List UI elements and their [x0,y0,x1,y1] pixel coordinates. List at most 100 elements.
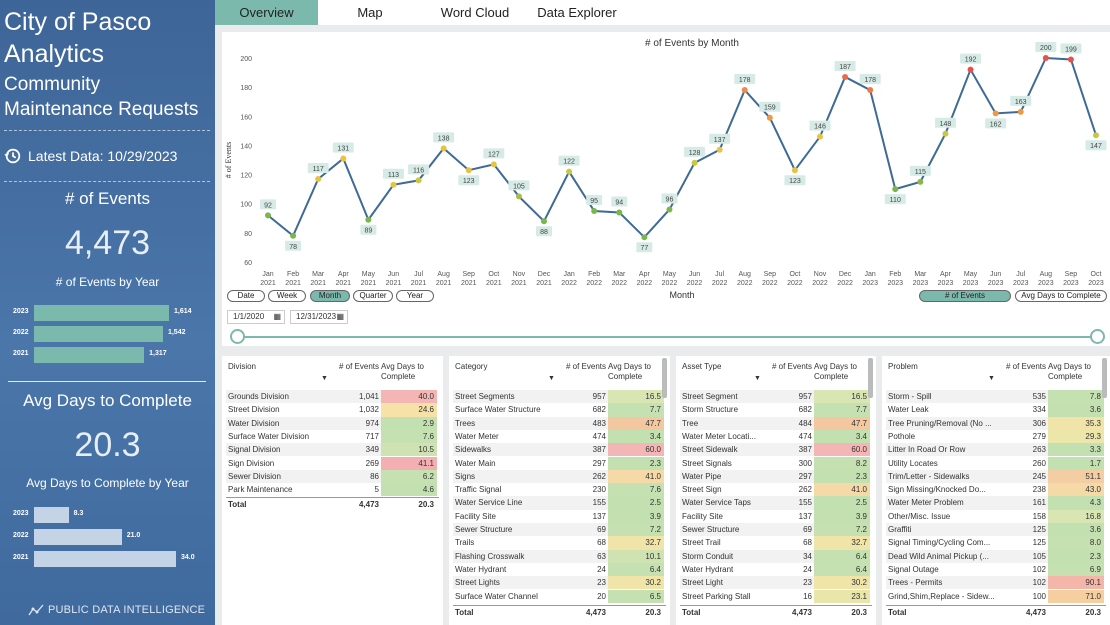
data-point[interactable] [340,155,347,162]
data-point[interactable] [365,216,372,223]
table-row[interactable]: Grind,Shim,Replace - Sidew... 100 [886,590,1048,603]
table-row[interactable]: Street Division 1,032 [226,403,381,416]
data-point[interactable] [390,181,397,188]
data-point[interactable] [867,87,874,94]
table-row[interactable]: Water Service Taps 155 [680,496,814,510]
avg-days-year-row[interactable]: 2022 21.0 [0,529,215,545]
data-point[interactable] [992,110,999,117]
data-point[interactable] [591,208,598,214]
data-point[interactable] [1093,132,1099,139]
column-header-events[interactable]: # of Events [1005,362,1046,371]
data-point[interactable] [917,178,924,185]
data-point[interactable] [465,167,472,174]
granularity-date-button[interactable]: Date [227,290,265,302]
avg-days-year-bar[interactable] [34,551,176,567]
sort-desc-icon[interactable]: ▼ [754,375,761,382]
data-point[interactable] [415,177,422,184]
avg-days-year-row[interactable]: 2021 34.0 [0,551,215,567]
data-point[interactable] [691,159,698,166]
data-point[interactable] [942,130,949,137]
data-point[interactable] [666,206,673,213]
events-year-bar[interactable] [34,347,145,363]
data-point[interactable] [315,175,322,182]
table-row[interactable]: Grounds Division 1,041 [226,390,381,404]
table-row[interactable]: Sewer Structure 69 [453,523,608,537]
table-row[interactable]: Sewer Structure 69 [680,523,814,537]
table-row[interactable]: Water Meter Problem 161 [886,496,1048,510]
table-row[interactable]: Sidewalks 387 [453,443,608,457]
table-row[interactable]: Utility Locates 260 [886,457,1048,470]
data-point[interactable] [716,146,723,153]
table-row[interactable]: Tree 484 [680,416,814,430]
table-row[interactable]: Surface Water Channel 20 [453,590,608,603]
data-point[interactable] [440,145,447,152]
table-row[interactable]: Storm - Spill 535 [886,390,1048,404]
table-row[interactable]: Dead Wild Animal Pickup (... 105 [886,549,1048,563]
table-row[interactable]: Water Pipe 297 [680,469,814,484]
table-row[interactable]: Water Hydrant 24 [680,563,814,576]
table-scrollbar[interactable] [1102,358,1107,398]
table-row[interactable]: Water Hydrant 24 [453,563,608,576]
column-header-events[interactable]: # of Events [565,362,606,371]
table-row[interactable]: Street Sign 262 [680,483,814,496]
table-row[interactable]: Graffiti 125 [886,523,1048,537]
table-row[interactable]: Flashing Crosswalk 63 [453,549,608,563]
data-point[interactable] [541,218,547,225]
table-row[interactable]: Water Division 974 [226,416,381,430]
table-row[interactable]: Facility Site 137 [453,510,608,523]
tab-map[interactable]: Map [357,5,383,20]
table-row[interactable]: Surface Water Division 717 [226,430,381,443]
avg-days-year-bar[interactable] [34,507,69,523]
table-row[interactable]: Trees 483 [453,416,608,430]
tab-overview[interactable]: Overview [215,0,318,25]
table-row[interactable]: Street Light 23 [680,576,814,590]
data-point[interactable] [1042,55,1049,61]
table-row[interactable]: Street Signals 300 [680,457,814,470]
table-row[interactable]: Street Trail 68 [680,536,814,549]
column-header[interactable]: Division [228,362,257,371]
data-point[interactable] [490,161,497,168]
data-point[interactable] [817,133,823,140]
column-header-avg-days[interactable]: Avg Days to Complete [608,362,651,381]
table-row[interactable]: Water Service Line 155 [453,496,608,510]
data-point[interactable] [842,73,849,80]
column-header-avg-days[interactable]: Avg Days to Complete [381,362,424,381]
date-slider-track[interactable] [238,336,1098,338]
events-year-row[interactable]: 2022 1,542 [0,326,215,342]
data-point[interactable] [1067,56,1074,63]
column-header-avg-days[interactable]: Avg Days to Complete [814,362,857,381]
column-header-events[interactable]: # of Events [771,362,812,371]
table-row[interactable]: Park Maintenance 5 [226,483,381,496]
avg-days-year-bar[interactable] [34,529,122,545]
data-point[interactable] [741,87,748,94]
data-point[interactable] [892,186,899,193]
measure-avg-days-button[interactable]: Avg Days to Complete [1015,290,1107,302]
table-row[interactable]: Traffic Signal 230 [453,483,608,496]
data-point[interactable] [290,232,297,239]
date-slider-end-handle[interactable] [1090,329,1105,344]
table-row[interactable]: Storm Structure 682 [680,403,814,416]
measure-events-button[interactable]: # of Events [919,290,1011,302]
table-row[interactable]: Water Meter Locati... 474 [680,430,814,443]
table-row[interactable]: Pothole 279 [886,430,1048,443]
data-point[interactable] [791,167,798,174]
table-row[interactable]: Tree Pruning/Removal (No ... 306 [886,416,1048,430]
tab-data-explorer[interactable]: Data Explorer [537,5,617,20]
table-row[interactable]: Signal Division 349 [226,443,381,457]
data-point[interactable] [967,66,974,73]
table-row[interactable]: Street Lights 23 [453,576,608,590]
table-scrollbar[interactable] [868,358,873,398]
table-row[interactable]: Street Segments 957 [453,390,608,404]
sort-desc-icon[interactable]: ▼ [988,375,995,382]
table-row[interactable]: Signal Timing/Cycling Com... 125 [886,536,1048,549]
table-row[interactable]: Trees - Permits 102 [886,576,1048,590]
data-point[interactable] [265,212,271,219]
column-header[interactable]: Category [455,362,488,371]
table-row[interactable]: Litter In Road Or Row 263 [886,443,1048,457]
table-row[interactable]: Water Meter 474 [453,430,608,443]
date-from-input[interactable]: 1/1/2020 ▦ [227,310,285,324]
events-year-bar[interactable] [34,326,163,342]
table-row[interactable]: Street Segment 957 [680,390,814,404]
table-row[interactable]: Water Main 297 [453,457,608,470]
events-year-bar[interactable] [34,305,169,321]
